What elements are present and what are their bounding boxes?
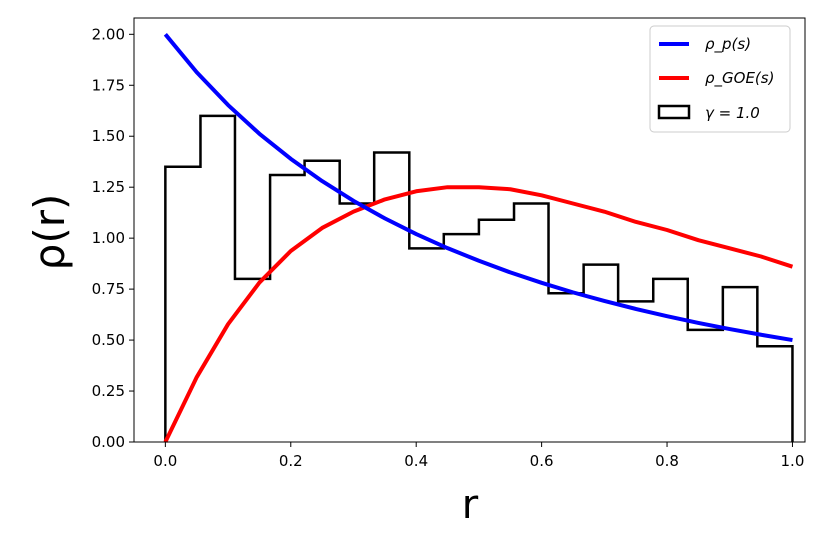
x-tick-label: 0.6 [530, 452, 554, 470]
legend: ρ_p(s) ρ_GOE(s) γ = 1.0 [649, 25, 791, 133]
y-axis-label: ρ(r) [25, 194, 74, 271]
x-tick-label: 0.8 [655, 452, 679, 470]
plot-area [163, 33, 794, 443]
y-tick-label: 1.50 [92, 127, 125, 145]
y-tick-label: 0.00 [92, 433, 125, 451]
y-tick-label: 0.50 [92, 331, 125, 349]
x-axis-label: r [462, 482, 479, 528]
y-tick-label: 1.25 [92, 178, 125, 196]
y-tick-label: 0.25 [92, 382, 125, 400]
legend-label-rho-goe: ρ_GOE(s) [705, 69, 774, 88]
x-tick-label: 0.0 [153, 452, 177, 470]
y-axis: 0.00 0.25 0.50 0.75 1.00 1.25 1.50 1.75 2.00 [92, 25, 134, 451]
y-tick-label: 1.00 [92, 229, 125, 247]
legend-label-histogram: γ = 1.0 [705, 104, 760, 122]
rho-p-line [163, 33, 793, 343]
y-tick-label: 2.00 [92, 25, 125, 43]
y-tick-label: 0.75 [92, 280, 125, 298]
plot-frame [133, 17, 806, 443]
legend-swatch-histogram [657, 104, 691, 120]
legend-label-rho-p: ρ_p(s) [705, 35, 751, 54]
x-tick-label: 0.2 [279, 452, 303, 470]
x-tick-label: 1.0 [781, 452, 805, 470]
x-tick-label: 0.4 [404, 452, 428, 470]
y-tick-label: 1.75 [92, 76, 125, 94]
x-axis: 0.0 0.2 0.4 0.6 0.8 1.0 [153, 442, 804, 470]
rho-goe-line [163, 185, 794, 443]
